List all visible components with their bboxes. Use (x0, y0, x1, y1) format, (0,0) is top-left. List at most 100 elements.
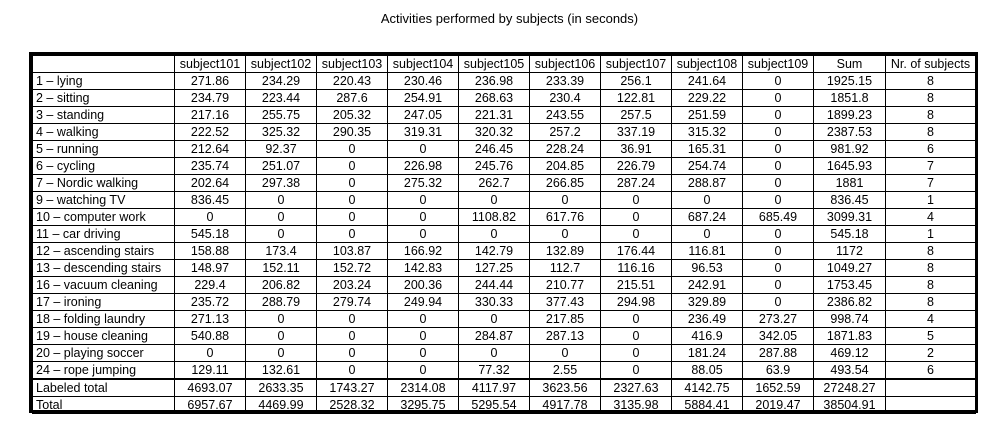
table-cell: 0 (458, 344, 530, 362)
table-cell: 242.91 (671, 276, 743, 294)
table-cell: 0 (245, 191, 317, 209)
table-cell: 222.52 (174, 123, 246, 141)
table-cell: 7 (885, 174, 976, 192)
table-cell: 342.05 (742, 327, 814, 345)
table-cell: Sum (813, 55, 886, 73)
table-cell: 257.2 (529, 123, 601, 141)
row-label: 2 – sitting (32, 89, 175, 107)
table-cell: 0 (671, 225, 743, 243)
header-row: subject101 subject102 subject103 subject104… (32, 55, 976, 73)
table-cell: 96.53 (671, 259, 743, 277)
table-cell: 0 (742, 140, 814, 158)
row-label: 1 – lying (32, 72, 175, 90)
table-cell: 0 (742, 157, 814, 175)
totals-row: Total 6957.67 4469.99 2528.32 3295.75 5295.54… (32, 396, 976, 414)
table-cell: 540.88 (174, 327, 246, 345)
table-cell: 2327.63 (600, 378, 672, 397)
table-cell: subject106 (529, 55, 601, 73)
table-cell: 215.51 (600, 276, 672, 294)
table-cell: subject108 (671, 55, 743, 73)
table-cell: 0 (742, 106, 814, 124)
table-cell: 4142.75 (671, 378, 743, 397)
row-label: Total (32, 396, 175, 414)
table-cell: 998.74 (813, 310, 886, 328)
table-cell: 287.6 (316, 89, 388, 107)
table-cell: 330.33 (458, 293, 530, 311)
table-row: 11 – car driving 545.18 0 0 0 0 0 0 0 0 545.18 1 (32, 225, 976, 243)
table-cell: 4917.78 (529, 396, 601, 414)
table-cell: 0 (316, 225, 388, 243)
table-cell: 8 (885, 293, 976, 311)
table-cell: 0 (742, 276, 814, 294)
table-cell: 2019.47 (742, 396, 814, 414)
table-cell: 617.76 (529, 208, 601, 226)
table-cell: 0 (316, 310, 388, 328)
table-cell: 0 (316, 174, 388, 192)
table-row: 10 – computer work 0 0 0 0 1108.82 617.76 0 687.… (32, 208, 976, 226)
table-cell: 221.31 (458, 106, 530, 124)
table-cell: 493.54 (813, 361, 886, 380)
table-cell: 0 (316, 208, 388, 226)
table-cell: 249.94 (387, 293, 459, 311)
table-cell: 2.55 (529, 361, 601, 380)
table-cell: 836.45 (174, 191, 246, 209)
row-label: 12 – ascending stairs (32, 242, 175, 260)
table-row: 7 – Nordic walking 202.64 297.38 0 275.32 262… (32, 174, 976, 192)
table-cell: 1753.45 (813, 276, 886, 294)
table-cell: 205.32 (316, 106, 388, 124)
table-cell: 129.11 (174, 361, 246, 380)
table-cell: 63.9 (742, 361, 814, 380)
table-cell: 236.49 (671, 310, 743, 328)
table-cell: 0 (458, 191, 530, 209)
table-cell: 92.37 (245, 140, 317, 158)
table-cell: subject102 (245, 55, 317, 73)
table-cell: 241.64 (671, 72, 743, 90)
table-cell: 273.27 (742, 310, 814, 328)
table-cell: 4117.97 (458, 378, 530, 397)
table-cell: 251.07 (245, 157, 317, 175)
table-cell: 77.32 (458, 361, 530, 380)
table-cell: 0 (387, 191, 459, 209)
table-row: 18 – folding laundry 271.13 0 0 0 0 217.85 0 236… (32, 310, 976, 328)
row-label: 4 – walking (32, 123, 175, 141)
table-cell: 0 (316, 344, 388, 362)
table-cell: 685.49 (742, 208, 814, 226)
table-cell: 284.87 (458, 327, 530, 345)
table-row: 13 – descending stairs 148.97 152.11 152.72… (32, 259, 976, 277)
table-cell: 262.7 (458, 174, 530, 192)
table-cell: 6 (885, 361, 976, 380)
table-cell: subject109 (742, 55, 814, 73)
table-cell: 315.32 (671, 123, 743, 141)
table-cell: 1049.27 (813, 259, 886, 277)
table-cell: 0 (387, 344, 459, 362)
table-cell: 2633.35 (245, 378, 317, 397)
row-label (32, 55, 175, 73)
table-cell: subject105 (458, 55, 530, 73)
table-cell: 0 (458, 310, 530, 328)
table-cell: 275.32 (387, 174, 459, 192)
table-cell: 0 (387, 310, 459, 328)
table-cell: 0 (600, 327, 672, 345)
table-cell: 103.87 (316, 242, 388, 260)
table-cell: 0 (600, 191, 672, 209)
table-cell: 226.79 (600, 157, 672, 175)
table-cell: 2386.82 (813, 293, 886, 311)
table-cell: 0 (316, 327, 388, 345)
activities-table-frame: subject101 subject102 subject103 subject104… (29, 52, 978, 414)
table-cell: 0 (742, 242, 814, 260)
table-cell: subject103 (316, 55, 388, 73)
table-cell: 132.89 (529, 242, 601, 260)
table-cell: 257.5 (600, 106, 672, 124)
table-row: 5 – running 212.64 92.37 0 0 246.45 228.24 36.9… (32, 140, 976, 158)
table-cell: 0 (600, 208, 672, 226)
table-row: 4 – walking 222.52 325.32 290.35 319.31 320.3… (32, 123, 976, 141)
table-cell: 8 (885, 89, 976, 107)
table-cell: 0 (742, 89, 814, 107)
table-cell: 8 (885, 276, 976, 294)
table-cell: 2314.08 (387, 378, 459, 397)
table-cell: 377.43 (529, 293, 601, 311)
table-cell: 254.74 (671, 157, 743, 175)
table-cell: 245.76 (458, 157, 530, 175)
table-row: 12 – ascending stairs 158.88 173.4 103.87 16… (32, 242, 976, 260)
table-cell: 0 (742, 174, 814, 192)
